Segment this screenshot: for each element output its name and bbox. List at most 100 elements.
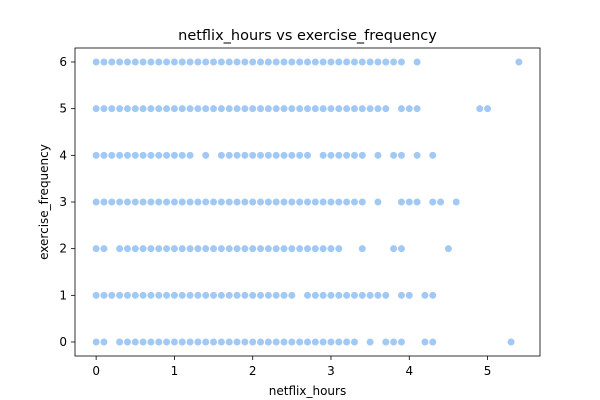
data-point (201, 244, 210, 253)
data-point (264, 291, 273, 300)
data-point (123, 57, 132, 67)
data-point (342, 291, 351, 300)
data-point (209, 291, 218, 300)
data-point (162, 197, 171, 207)
data-point (311, 337, 320, 347)
data-point (334, 291, 343, 300)
data-point (232, 337, 242, 347)
data-point (170, 57, 179, 67)
data-point (146, 104, 156, 113)
data-point (287, 291, 296, 300)
data-point (397, 197, 406, 207)
data-point (350, 197, 359, 207)
data-point (146, 244, 156, 253)
data-point (350, 337, 359, 347)
data-point (287, 151, 296, 160)
data-point (240, 291, 249, 300)
data-point (334, 151, 343, 160)
data-point (131, 104, 140, 113)
data-point (342, 337, 351, 347)
data-point (319, 197, 328, 207)
data-point (397, 151, 406, 160)
data-point (366, 104, 375, 113)
data-point (248, 57, 257, 67)
data-point (92, 151, 101, 160)
data-point (272, 291, 281, 300)
data-point (107, 151, 116, 160)
data-point (350, 151, 359, 160)
data-point (178, 151, 187, 160)
data-point (240, 197, 249, 207)
data-point (217, 151, 226, 160)
data-point (146, 337, 156, 347)
data-point (201, 337, 210, 347)
data-point (139, 104, 148, 113)
data-point (444, 244, 453, 253)
data-point (193, 104, 202, 113)
data-point (139, 197, 148, 207)
data-point (303, 151, 312, 160)
data-point (405, 291, 414, 300)
data-point (295, 151, 304, 160)
data-point (178, 244, 187, 253)
data-point (232, 151, 242, 160)
data-point (303, 244, 312, 253)
data-point (123, 104, 132, 113)
data-point (185, 197, 195, 207)
data-point (162, 57, 171, 67)
data-point (107, 57, 116, 67)
data-point (225, 151, 234, 160)
data-point (303, 337, 312, 347)
data-point (350, 291, 359, 300)
data-point (420, 291, 430, 300)
data-point (209, 57, 218, 67)
data-point (170, 291, 179, 300)
data-point (232, 104, 242, 113)
data-point (295, 104, 304, 113)
data-point (358, 104, 367, 113)
y-tick-label: 2 (59, 242, 67, 256)
data-point (217, 104, 226, 113)
data-point (178, 291, 187, 300)
x-tick-label: 4 (405, 364, 413, 378)
data-point (420, 337, 430, 347)
data-point (217, 244, 226, 253)
data-point (287, 197, 296, 207)
data-point (279, 57, 289, 67)
data-point (115, 57, 124, 67)
x-axis-label: netflix_hours (269, 384, 346, 398)
data-point (350, 57, 359, 67)
data-point (366, 57, 375, 67)
y-tick-label: 5 (59, 102, 67, 116)
data-point (272, 104, 281, 113)
data-point (139, 151, 148, 160)
data-point (381, 291, 390, 300)
data-point (217, 57, 226, 67)
data-point (201, 57, 210, 67)
data-point (342, 151, 351, 160)
data-point (92, 337, 101, 347)
data-point (232, 197, 242, 207)
y-tick-label: 0 (59, 335, 67, 349)
data-point (264, 57, 273, 67)
data-point (217, 291, 226, 300)
data-point (436, 197, 445, 207)
data-point (139, 57, 148, 67)
data-point (178, 337, 187, 347)
data-point (225, 57, 234, 67)
data-point (99, 57, 109, 67)
x-tick-label: 1 (171, 364, 179, 378)
y-tick-label: 6 (59, 55, 67, 69)
data-point (397, 57, 406, 67)
data-point (209, 104, 218, 113)
y-axis-label: exercise_frequency (37, 144, 51, 260)
data-point (264, 197, 273, 207)
data-point (131, 337, 140, 347)
data-point (428, 337, 437, 347)
data-point (225, 197, 234, 207)
data-point (139, 337, 148, 347)
data-point (358, 197, 367, 207)
data-point (319, 104, 328, 113)
